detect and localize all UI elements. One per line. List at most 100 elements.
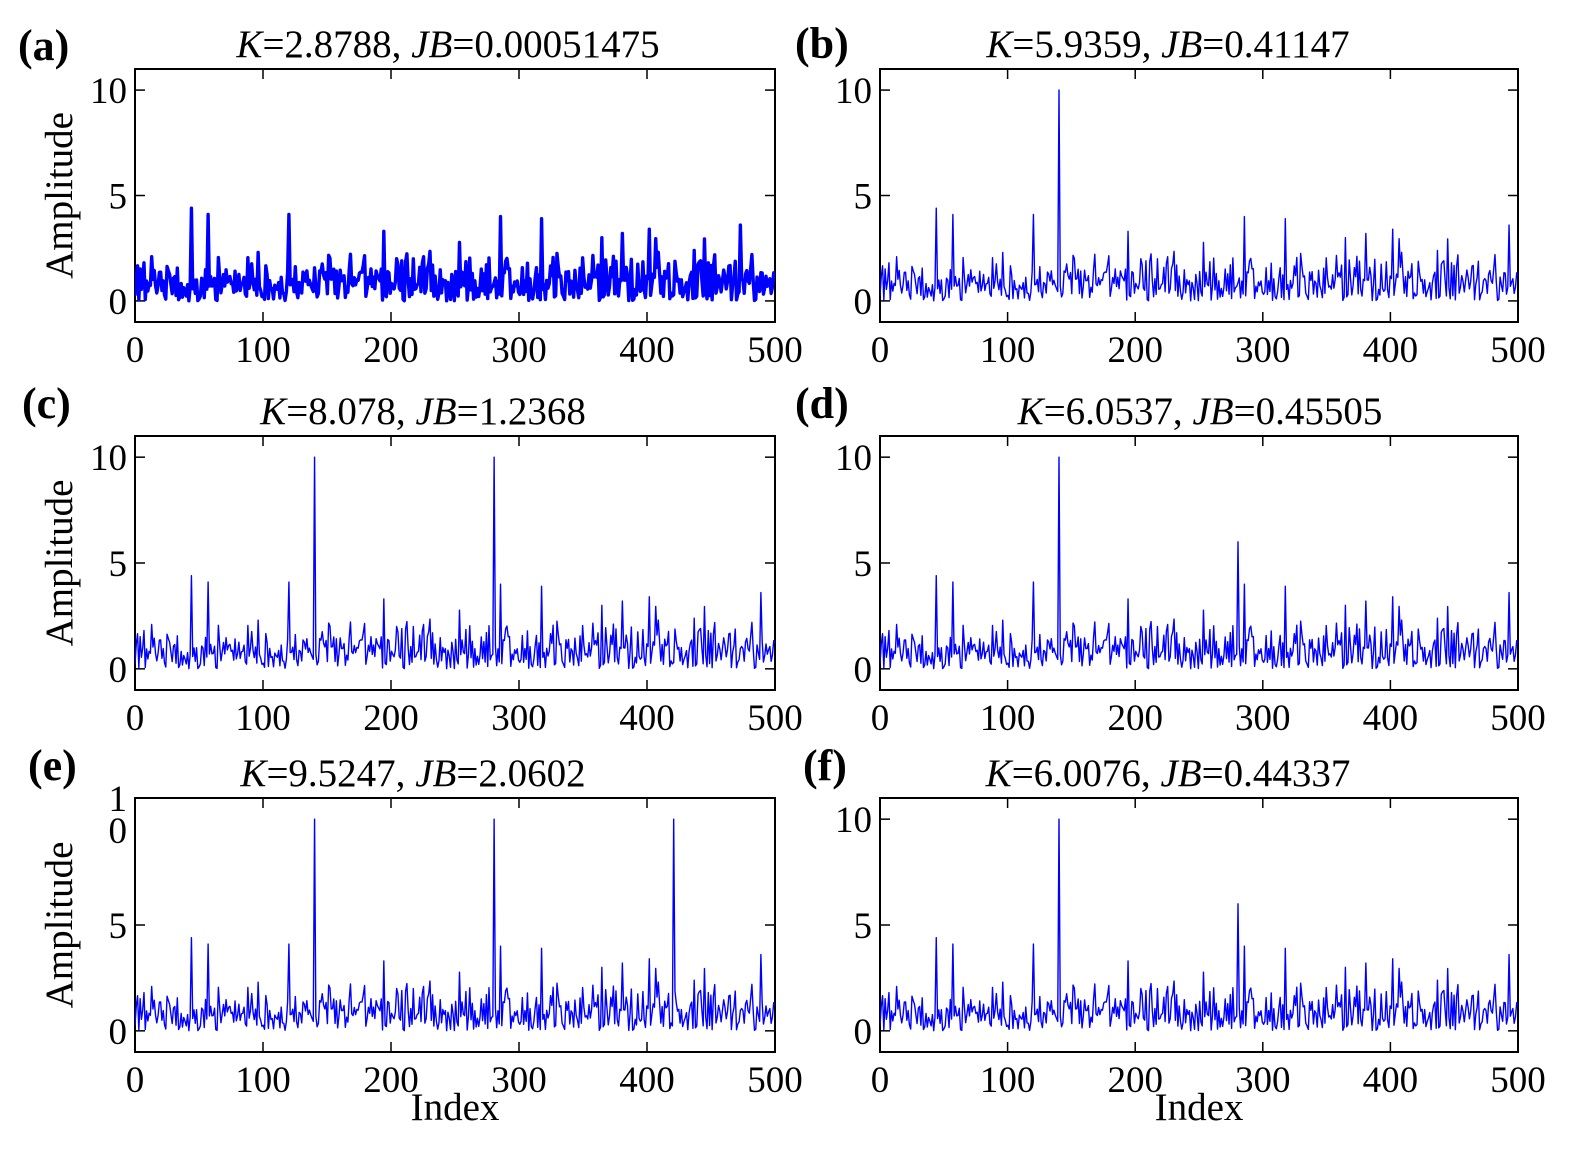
panel-d: (d) K=6.0537, JB=0.45505 0 100 200 300 400 500 0… [795,379,1546,739]
x-tick-label: 500 [747,330,803,371]
y-tick-label: 0 [854,650,873,691]
title-value: =6.0076, [1012,752,1161,795]
y-tick-label: 5 [109,906,128,947]
x-tick-label: 200 [363,698,419,739]
title-symbol: JB [1192,390,1233,433]
y-tick-label: 5 [854,906,873,947]
x-tick-label: 500 [747,698,803,739]
y-tick-label: 10 [835,438,872,479]
x-tick-label: 0 [126,1060,145,1101]
series-line [880,89,1518,302]
x-tick-label: 400 [619,1060,675,1101]
title-value: =8.078, [286,390,415,433]
x-tick-label: 200 [1107,330,1163,371]
panel-label: (a) [18,21,69,70]
x-tick-label: 400 [1363,330,1419,371]
panel-c: (c) K=8.078, JB=1.2368 0 100 200 300 400 500 0 5 1… [22,379,803,739]
x-tick-label: 300 [1235,330,1291,371]
x-tick-label: 400 [1363,698,1419,739]
title-symbol: K [259,390,288,433]
x-tick-label: 0 [871,698,890,739]
series-line [135,206,775,303]
title-value: =6.0537, [1044,390,1193,433]
y-tick-label: 10 [835,71,872,112]
title-value: =0.44337 [1202,752,1351,795]
title-value: =0.41147 [1202,23,1349,66]
x-tick-label: 100 [980,1060,1036,1101]
y-axis-label: Amplitude [38,480,81,647]
series-line [135,456,775,670]
title-symbol: JB [415,390,456,433]
x-tick-label: 0 [871,330,890,371]
series-line [880,456,1518,670]
y-tick-label: 5 [109,177,128,218]
panel-label: (f) [803,741,847,790]
title-symbol: JB [1161,23,1202,66]
title-symbol: K [985,752,1014,795]
x-tick-label: 100 [235,330,291,371]
x-tick-label: 300 [491,698,547,739]
y-tick-label: 0 [854,282,873,323]
panel-title: K=6.0537, JB=0.45505 [1017,390,1383,433]
x-tick-label: 400 [619,698,675,739]
x-tick-label: 0 [126,698,145,739]
x-tick-label: 200 [1107,1060,1163,1101]
title-value: =1.2368 [457,390,586,433]
title-value: =2.8788, [262,23,411,66]
title-value: =0.00051475 [452,23,659,66]
x-tick-label: 100 [235,698,291,739]
title-value: =0.45505 [1234,390,1383,433]
title-symbol: K [239,752,268,795]
panel-label: (c) [22,379,71,428]
panel-title: K=6.0076, JB=0.44337 [985,752,1351,795]
x-tick-label: 400 [1363,1060,1419,1101]
x-tick-label: 300 [491,330,547,371]
x-tick-label: 100 [980,330,1036,371]
panel-title: K=5.9359, JB=0.41147 [985,23,1349,66]
x-tick-label: 0 [871,1060,890,1101]
series-line [135,818,775,1032]
y-tick-label: 0 [109,811,128,852]
title-symbol: JB [1160,752,1201,795]
x-tick-label: 500 [1490,1060,1546,1101]
panel-e: (e) K=9.5247, JB=2.0602 0 100 200 300 400 500 0 5… [28,741,803,1129]
x-tick-label: 500 [1490,330,1546,371]
x-axis-label: Index [1155,1086,1244,1129]
y-axis-label: Amplitude [38,842,81,1009]
panel-title: K=8.078, JB=1.2368 [259,390,586,433]
panel-label: (e) [28,741,77,790]
y-tick-label: 0 [109,282,128,323]
x-tick-label: 100 [980,698,1036,739]
x-tick-label: 200 [363,330,419,371]
y-tick-label: 5 [854,177,873,218]
title-symbol: K [235,23,264,66]
y-tick-label: 10 [90,71,127,112]
x-tick-label: 500 [747,1060,803,1101]
x-tick-label: 200 [363,1060,419,1101]
x-tick-label: 0 [126,330,145,371]
panel-title: K=9.5247, JB=2.0602 [239,752,585,795]
x-tick-label: 300 [491,1060,547,1101]
panel-label: (d) [795,379,849,428]
y-axis-label: Amplitude [38,112,81,279]
series-line [880,818,1518,1032]
x-tick-label: 300 [1235,1060,1291,1101]
x-tick-label: 500 [1490,698,1546,739]
y-tick-label: 0 [854,1012,873,1053]
x-tick-label: 400 [619,330,675,371]
panel-label: (b) [795,19,849,68]
panel-b: (b) K=5.9359, JB=0.41147 0 100 200 300 400 500 0… [795,19,1546,371]
title-symbol: JB [411,23,452,66]
x-tick-label: 300 [1235,698,1291,739]
panel-title: K=2.8788, JB=0.00051475 [235,23,659,66]
title-value: =2.0602 [456,752,585,795]
y-tick-label: 10 [90,438,127,479]
y-tick-label: 0 [109,1012,128,1053]
y-tick-label: 5 [109,544,128,585]
title-value: =9.5247, [266,752,415,795]
panel-f: (f) K=6.0076, JB=0.44337 0 100 200 300 400 500 0… [803,741,1546,1129]
title-symbol: K [1017,390,1046,433]
title-symbol: K [985,23,1014,66]
